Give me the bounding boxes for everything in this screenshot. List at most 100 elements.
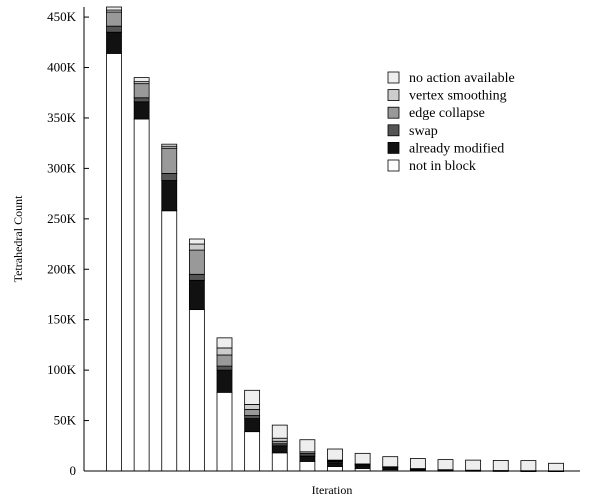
bar-segment-no-action-available (327, 448, 343, 461)
legend: no action available vertex smoothing edge … (387, 71, 515, 174)
bar-stack (244, 389, 261, 472)
bar-stack (216, 337, 233, 472)
bar-segment-edge-collapse (244, 409, 261, 416)
bar-segment-no-action-available (465, 459, 482, 471)
bar-stack (382, 456, 399, 472)
bar-segment-edge-collapse (106, 11, 122, 27)
legend-swatch (387, 141, 400, 154)
bar-segment-vertex-smoothing (271, 437, 288, 442)
bar-segment-no-action-available (188, 238, 205, 245)
legend-label: vertex smoothing (409, 89, 507, 104)
bar-segment-no-action-available (492, 460, 509, 471)
y-tick-label: 0 (70, 463, 77, 478)
bar-segment-no-action-available (216, 337, 233, 349)
y-tick-label: 100K (47, 362, 77, 377)
legend-label: no action available (409, 71, 515, 86)
bar-segment-not-in-block (299, 461, 316, 472)
bar-segment-swap (216, 365, 233, 371)
bar-stack (409, 458, 426, 472)
legend-item: vertex smoothing (387, 89, 507, 104)
bar-stack (437, 459, 454, 472)
bar-stack (548, 462, 564, 472)
bar-segment-already-modified (299, 455, 316, 462)
legend-label: swap (409, 124, 438, 139)
bar-segment-already-modified (161, 180, 178, 212)
bar-segment-no-action-available (106, 6, 122, 11)
legend-label: already modified (409, 141, 504, 156)
legend-item: swap (387, 124, 438, 139)
bar-stack (354, 452, 371, 472)
y-tick-label: 200K (47, 261, 77, 276)
bar-segment-edge-collapse (216, 354, 233, 367)
bar-segment-already-modified (106, 31, 122, 54)
y-axis-title: Tetrahedral Count (11, 195, 25, 282)
bar-segment-edge-collapse (188, 249, 205, 275)
bar-segment-not-in-block (161, 210, 178, 472)
bar-segment-swap (244, 415, 261, 419)
bar-segment-already-modified (188, 279, 205, 311)
bar-segment-already-modified (271, 445, 288, 454)
bar-segment-no-action-available (382, 456, 399, 468)
bar-segment-already-modified (244, 418, 261, 433)
bar-segment-not-in-block (327, 466, 343, 472)
bar-segment-edge-collapse (133, 83, 150, 99)
legend-item: not in block (387, 159, 476, 174)
bar-segment-edge-collapse (161, 147, 178, 174)
legend-swatch (387, 159, 400, 172)
y-tick-label: 150K (47, 312, 77, 327)
bar-segment-no-action-available (437, 459, 454, 471)
bar-stack (327, 448, 343, 472)
legend-item: edge collapse (387, 106, 485, 121)
bar-segment-already-modified (327, 462, 343, 467)
bar-segment-no-action-available (354, 452, 371, 465)
bar-segment-vertex-smoothing (244, 404, 261, 410)
bar-stack (161, 143, 178, 472)
legend-item: already modified (387, 141, 504, 156)
x-axis-title: Iteration (312, 483, 353, 497)
y-tick-label: 50K (54, 413, 77, 428)
bar-segment-no-action-available (271, 424, 288, 439)
bar-segment-no-action-available (299, 439, 316, 453)
y-tick-label: 250K (47, 211, 77, 226)
bar-stack (133, 77, 150, 472)
legend-label: not in block (409, 159, 476, 174)
bar-segment-swap (106, 25, 122, 33)
bar-segment-no-action-available (548, 462, 564, 472)
bar-stack (106, 6, 122, 472)
bar-segment-no-action-available (244, 389, 261, 405)
bar-segment-vertex-smoothing (216, 347, 233, 356)
bar-stack (465, 459, 482, 472)
bar-segment-swap (188, 273, 205, 281)
bar-segment-swap (133, 97, 150, 103)
y-tick-label: 400K (47, 60, 77, 75)
bar-segment-not-in-block (106, 53, 122, 472)
bar-segment-not-in-block (133, 118, 150, 472)
y-tick-label: 450K (47, 9, 77, 24)
bar-stack (188, 238, 205, 472)
legend-swatch (387, 124, 400, 137)
bar-stack (520, 460, 537, 472)
legend-swatch (387, 89, 400, 101)
bar-segment-no-action-available (520, 460, 537, 472)
bar-stack (299, 439, 316, 472)
bar-stack (271, 424, 288, 472)
legend-swatch (387, 71, 400, 84)
y-tick-label: 300K (47, 160, 77, 175)
bar-segment-already-modified (216, 369, 233, 393)
bar-segment-already-modified (133, 101, 150, 120)
bar-segment-not-in-block (244, 431, 261, 472)
bar-segment-not-in-block (216, 391, 233, 472)
y-tick-label: 350K (47, 110, 77, 125)
bar-segment-swap (161, 173, 178, 181)
bar-segment-no-action-available (133, 77, 150, 83)
bar-segment-no-action-available (409, 458, 426, 469)
y-ticks: 0 50K 100K 150K 200K 250K 300K 350K 400K 450K (47, 9, 89, 478)
bar-segment-not-in-block (271, 452, 288, 472)
legend-swatch (387, 106, 400, 119)
bar-stack (492, 460, 509, 472)
legend-label: edge collapse (409, 106, 485, 121)
bar-segment-no-action-available (161, 143, 178, 147)
bar-segment-vertex-smoothing (188, 243, 205, 251)
axes-layer: Iteration Tetrahedral Count (11, 7, 580, 497)
